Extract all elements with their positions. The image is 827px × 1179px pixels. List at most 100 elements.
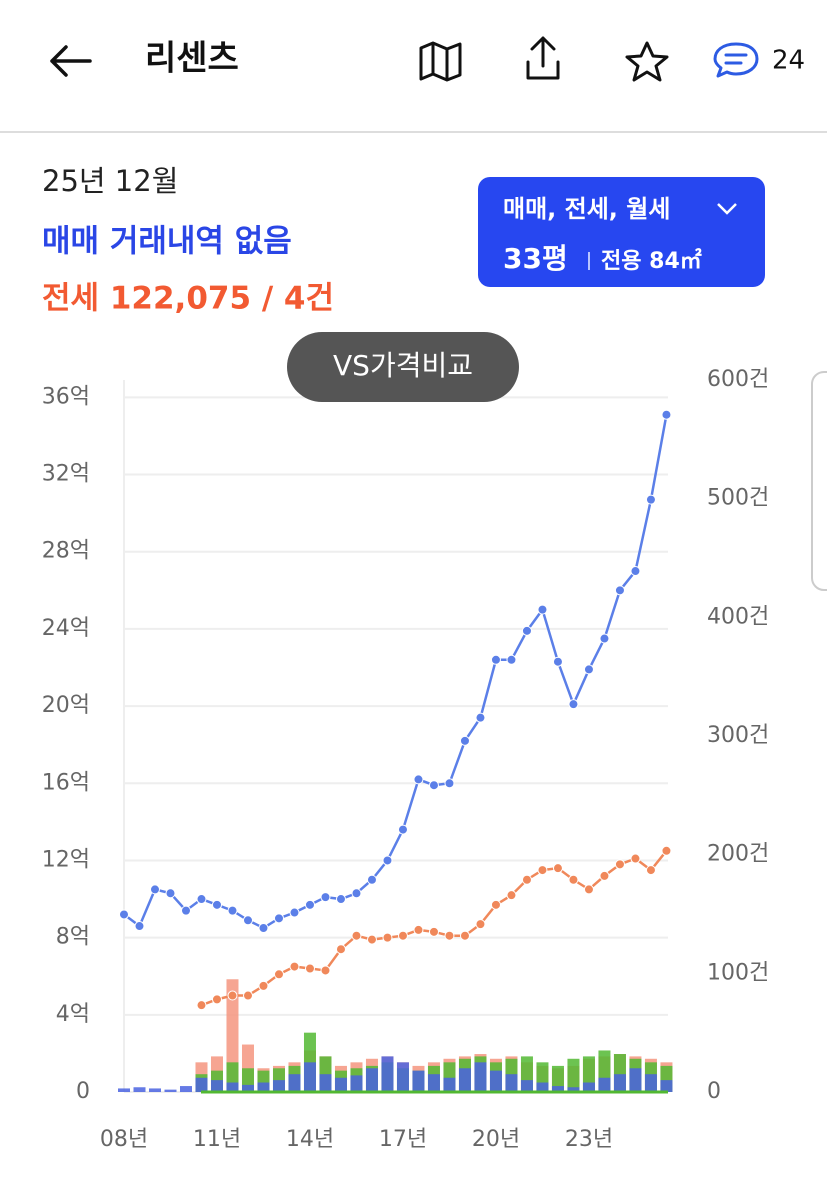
price-dot (134, 921, 145, 932)
price-dot (614, 859, 625, 870)
volume-bar (412, 1070, 425, 1092)
y2-tick-label: 200건 (707, 842, 769, 867)
volume-bar (133, 1087, 146, 1092)
price-dot (490, 654, 501, 665)
map-icon[interactable] (419, 41, 462, 82)
x-tick-label: 17년 (379, 1127, 427, 1152)
volume-bar (272, 1080, 285, 1092)
price-dot (366, 874, 377, 885)
y-tick-label: 4억 (56, 1002, 90, 1027)
price-dot (413, 774, 424, 785)
price-dot (506, 654, 517, 665)
volume-bar (551, 1086, 564, 1092)
volume-bar (520, 1080, 533, 1092)
compare-label: VS가격비교 (333, 349, 473, 382)
chart: 0 4억 8억 12억 16억 20억 24억 28억 32억 36억 0 100건 200건 300건 4… (42, 367, 769, 1152)
y2-tick-label: 300건 (707, 723, 769, 748)
side-panel-handle[interactable] (811, 371, 827, 591)
price-dot (304, 899, 315, 910)
price-dot (521, 874, 532, 885)
price-dot (289, 961, 300, 972)
volume-bar (179, 1086, 192, 1092)
y2-tick-label: 600건 (707, 367, 769, 392)
volume-bar (257, 1082, 270, 1092)
volume-bar (334, 1077, 347, 1092)
price-dot (366, 934, 377, 945)
y-tick-label: 28억 (42, 539, 90, 564)
price-dot (335, 894, 346, 905)
y2-tick-label: 400건 (707, 604, 769, 629)
volume-bar (148, 1088, 161, 1092)
volume-bar (629, 1068, 642, 1092)
price-dot (320, 965, 331, 976)
price-dot (599, 633, 610, 644)
price-dot (119, 909, 129, 920)
price-dot (211, 899, 222, 910)
price-dot (645, 494, 656, 505)
price-dot (149, 884, 160, 895)
page-title: 리센츠 (145, 39, 239, 79)
price-dot (304, 963, 315, 974)
price-dot (537, 604, 548, 615)
price-dot (242, 915, 253, 926)
price-dot (645, 865, 656, 876)
price-dot (258, 922, 269, 933)
compare-button[interactable]: VS가격비교 (287, 332, 519, 402)
volume-bar (598, 1077, 611, 1092)
favorite-icon[interactable] (625, 41, 669, 82)
price-dot (258, 980, 269, 991)
price-dot (397, 824, 408, 835)
volume-bar (350, 1075, 363, 1092)
price-dot (506, 890, 517, 901)
volume-bar (660, 1080, 673, 1092)
volume-bar (458, 1068, 471, 1092)
x-tick-label: 08년 (100, 1127, 148, 1152)
price-dot (475, 919, 486, 930)
volume-bar (365, 1068, 378, 1092)
share-icon[interactable] (526, 36, 560, 80)
price-dot (196, 894, 207, 905)
comment-icon[interactable] (713, 42, 759, 78)
y-tick-label: 36억 (42, 384, 90, 409)
volume-bar (288, 1074, 301, 1092)
price-dot (599, 870, 610, 881)
price-dot (289, 907, 300, 918)
summary-lease: 전세 122,075 / 4건 (42, 281, 334, 317)
price-dot (428, 926, 439, 937)
price-dot (521, 625, 532, 636)
volume-bar (567, 1058, 580, 1092)
summary-sale: 매매 거래내역 없음 (42, 224, 292, 260)
y-tick-label: 24억 (42, 616, 90, 641)
price-dot (320, 892, 331, 903)
volume-bar (427, 1074, 440, 1092)
volume-bar (381, 1056, 394, 1092)
price-dot (459, 930, 470, 941)
price-dot (428, 780, 439, 791)
volume-bar (644, 1074, 657, 1092)
price-dot (273, 969, 284, 980)
price-dot (351, 930, 362, 941)
price-dot (490, 899, 501, 910)
price-dot (444, 930, 455, 941)
price-dot (382, 932, 393, 943)
back-button[interactable] (50, 45, 92, 77)
comment-count: 24 (772, 46, 805, 76)
price-dot (661, 409, 672, 420)
price-dot (351, 888, 362, 899)
price-dot (537, 865, 548, 876)
volume-bar (195, 1077, 208, 1092)
area: 전용 84㎡ (601, 248, 702, 274)
y-tick-label: 16억 (42, 770, 90, 795)
x-tick-label: 23년 (565, 1127, 613, 1152)
volume-bar (613, 1074, 626, 1092)
price-dot (335, 944, 346, 955)
price-dot (444, 778, 455, 789)
volume-bar (443, 1077, 456, 1092)
volume-bar (118, 1088, 130, 1092)
price-dot (614, 585, 625, 596)
price-dot (568, 699, 579, 710)
volume-bar (319, 1074, 332, 1092)
x-tick-label: 14년 (286, 1127, 334, 1152)
filter-button[interactable]: 매매, 전세, 월세 33평 전용 84㎡ (478, 177, 765, 287)
price-dot (552, 656, 563, 667)
